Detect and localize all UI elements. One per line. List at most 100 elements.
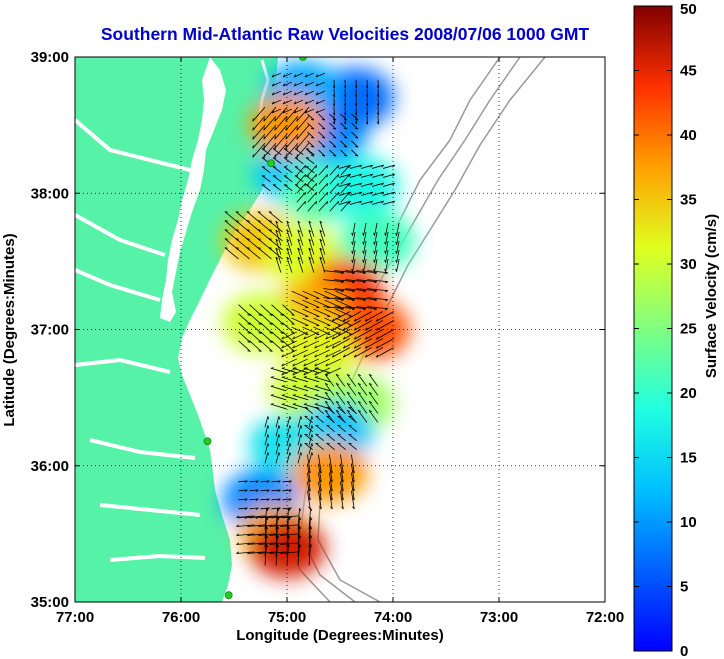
velocity-arrow bbox=[249, 304, 262, 316]
velocity-arrow bbox=[283, 157, 293, 165]
velocity-arrowhead bbox=[346, 400, 350, 403]
velocity-arrowhead bbox=[296, 127, 298, 131]
velocity-arrow bbox=[332, 329, 350, 340]
velocity-arrow bbox=[318, 490, 322, 510]
velocity-arrow bbox=[315, 81, 326, 87]
velocity-arrow bbox=[238, 304, 251, 316]
velocity-arrowhead bbox=[353, 327, 357, 331]
velocity-arrow bbox=[297, 517, 300, 539]
velocity-arrowhead bbox=[280, 533, 284, 536]
velocity-arrow bbox=[263, 133, 277, 149]
velocity-arrow bbox=[308, 256, 315, 273]
colorbar-label: Surface Velocity (cm/s) bbox=[703, 214, 720, 378]
velocity-arrow bbox=[260, 498, 270, 501]
velocity-arrowhead bbox=[304, 442, 308, 445]
velocity-arrowhead bbox=[269, 341, 273, 343]
velocity-arrow bbox=[329, 200, 339, 212]
velocity-arrowhead bbox=[384, 281, 389, 284]
velocity-arrow bbox=[294, 184, 304, 192]
velocity-arrow bbox=[261, 184, 271, 192]
velocity-arrow bbox=[356, 288, 377, 292]
velocity-arrowhead bbox=[269, 332, 273, 334]
velocity-arrow bbox=[260, 480, 270, 483]
velocity-arrowhead bbox=[244, 507, 248, 510]
velocity-arrowhead bbox=[267, 443, 269, 447]
velocity-arrow bbox=[363, 258, 367, 272]
velocity-arrow bbox=[303, 394, 320, 401]
velocity-arrow bbox=[283, 148, 293, 156]
velocity-arrow bbox=[326, 433, 335, 441]
velocity-arrow bbox=[307, 191, 317, 203]
velocity-arrowhead bbox=[354, 112, 357, 116]
velocity-arrowhead bbox=[311, 452, 313, 456]
velocity-arrowhead bbox=[274, 154, 276, 158]
velocity-arrowhead bbox=[257, 238, 261, 240]
velocity-arrowhead bbox=[263, 127, 265, 131]
velocity-arrow bbox=[304, 424, 313, 432]
velocity-arrow bbox=[333, 79, 336, 89]
velocity-arrow bbox=[344, 106, 347, 116]
velocity-arrow bbox=[272, 184, 282, 192]
velocity-arrowhead bbox=[315, 442, 319, 445]
velocity-arrowhead bbox=[351, 232, 353, 236]
velocity-arrow bbox=[282, 99, 293, 105]
velocity-arrow bbox=[339, 182, 351, 187]
velocity-arrowhead bbox=[375, 327, 379, 331]
velocity-arrowhead bbox=[384, 268, 386, 272]
velocity-arrow bbox=[269, 515, 288, 518]
velocity-arrowhead bbox=[319, 238, 323, 242]
velocity-arrow bbox=[361, 164, 373, 169]
velocity-arrowhead bbox=[258, 323, 262, 325]
velocity-arrowhead bbox=[314, 385, 318, 387]
velocity-arrow bbox=[275, 425, 280, 437]
x-tick-label: 76:00 bbox=[162, 609, 200, 626]
velocity-arrow bbox=[275, 247, 282, 264]
velocity-arrow bbox=[282, 304, 295, 316]
velocity-arrow bbox=[297, 425, 302, 437]
velocity-arrow bbox=[318, 113, 326, 121]
velocity-arrow bbox=[377, 88, 380, 98]
velocity-arrowhead bbox=[299, 535, 302, 539]
velocity-arrowhead bbox=[310, 544, 313, 548]
velocity-arrowhead bbox=[353, 318, 357, 322]
velocity-arrow bbox=[314, 385, 331, 392]
velocity-arrow bbox=[308, 238, 315, 255]
velocity-arrow bbox=[352, 240, 356, 254]
velocity-arrowhead bbox=[281, 394, 285, 396]
velocity-arrow bbox=[329, 182, 339, 194]
velocity-arrow bbox=[357, 392, 368, 405]
velocity-arrow bbox=[260, 331, 273, 343]
velocity-arrow bbox=[344, 79, 347, 89]
velocity-arrowhead bbox=[304, 433, 308, 436]
velocity-arrow bbox=[283, 184, 293, 192]
velocity-arrow bbox=[324, 317, 342, 326]
velocity-arrowhead bbox=[271, 110, 275, 114]
velocity-arrow bbox=[332, 347, 350, 358]
velocity-arrow bbox=[340, 472, 344, 492]
velocity-arrowhead bbox=[325, 354, 328, 358]
velocity-arrow bbox=[275, 526, 278, 548]
velocity-arrow bbox=[396, 240, 400, 254]
velocity-arrowhead bbox=[224, 211, 228, 213]
velocity-arrow bbox=[325, 358, 341, 367]
velocity-arrowhead bbox=[332, 85, 335, 89]
velocity-arrow bbox=[351, 122, 359, 130]
velocity-arrow bbox=[350, 164, 362, 169]
velocity-arrow bbox=[274, 133, 288, 149]
velocity-arrow bbox=[307, 173, 317, 185]
velocity-arrowhead bbox=[314, 367, 318, 369]
velocity-arrowhead bbox=[303, 345, 306, 349]
velocity-arrowhead bbox=[337, 415, 341, 418]
y-axis-label: Latitude (Degrees:Minutes) bbox=[1, 233, 18, 426]
velocity-arrowhead bbox=[351, 272, 356, 275]
velocity-arrow bbox=[296, 124, 310, 140]
velocity-arrowhead bbox=[286, 238, 290, 242]
velocity-arrowhead bbox=[332, 136, 337, 139]
velocity-arrowhead bbox=[376, 121, 379, 125]
velocity-arrowhead bbox=[224, 229, 228, 231]
velocity-arrowhead bbox=[365, 94, 368, 98]
velocity-arrowhead bbox=[354, 154, 359, 157]
velocity-arrowhead bbox=[281, 336, 284, 340]
velocity-arrowhead bbox=[315, 183, 317, 187]
y-tick-label: 37:00 bbox=[31, 322, 69, 339]
